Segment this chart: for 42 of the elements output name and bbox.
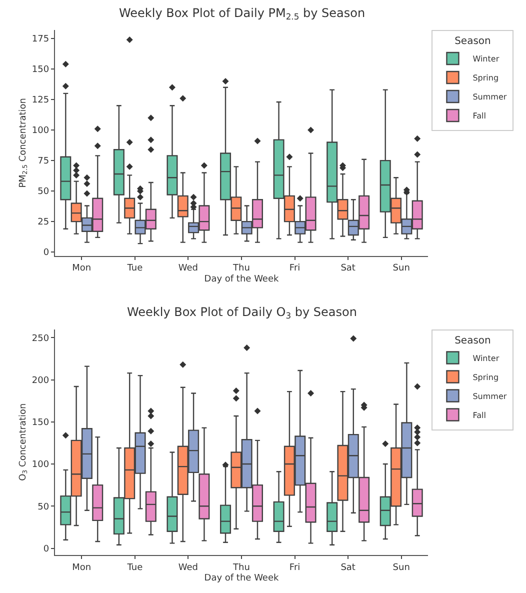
legend-label: Summer: [472, 92, 508, 102]
y-tick-label: 100: [32, 126, 50, 136]
x-tick-label: Thu: [232, 264, 250, 274]
y-tick-label: 25: [38, 218, 50, 228]
x-axis-title: Day of the Week: [204, 274, 280, 284]
legend-title: Season: [454, 36, 491, 47]
x-tick-label: Sun: [392, 562, 410, 573]
y-tick-label: 150: [32, 418, 50, 428]
y-tick-label: 200: [32, 376, 50, 386]
legend-label: Spring: [472, 372, 499, 382]
x-tick-label: Tue: [126, 562, 144, 573]
y-tick-label: 0: [43, 248, 50, 258]
legend-label: Winter: [472, 54, 500, 64]
x-tick-label: Fri: [289, 264, 300, 274]
x-tick-label: Wed: [178, 562, 198, 573]
y-tick-label: 50: [38, 502, 50, 512]
x-tick-label: Mon: [72, 264, 92, 274]
chart-title: Weekly Box Plot of Daily O$_{3}$ by Season: [127, 305, 357, 321]
y-tick-label: 175: [32, 34, 50, 45]
y-tick-label: 150: [32, 65, 50, 76]
legend-label: Spring: [472, 74, 499, 83]
x-tick-label: Tue: [126, 264, 144, 274]
legend-label: Winter: [472, 354, 500, 363]
x-tick-label: Thu: [232, 562, 250, 573]
x-tick-label: Mon: [72, 562, 92, 573]
x-tick-label: Wed: [178, 264, 198, 274]
x-axis-title: Day of the Week: [204, 574, 280, 584]
x-tick-label: Sat: [340, 562, 356, 573]
x-tick-label: Sat: [340, 264, 356, 274]
chart-title: Weekly Box Plot of Daily PM$_{2.5}$ by Season: [119, 6, 366, 22]
x-tick-label: Sun: [392, 264, 410, 274]
legend-label: Fall: [472, 410, 486, 420]
legend-label: Summer: [472, 392, 508, 401]
y-tick-label: 0: [43, 544, 50, 554]
legend-label: Fall: [472, 112, 486, 121]
y-tick-label: 250: [32, 334, 50, 344]
legend-title: Season: [454, 335, 491, 346]
y-tick-label: 100: [32, 460, 50, 470]
y-tick-label: 125: [32, 96, 50, 106]
y-tick-label: 50: [38, 187, 50, 198]
x-tick-label: Fri: [289, 562, 300, 573]
y-tick-label: 75: [38, 156, 50, 167]
